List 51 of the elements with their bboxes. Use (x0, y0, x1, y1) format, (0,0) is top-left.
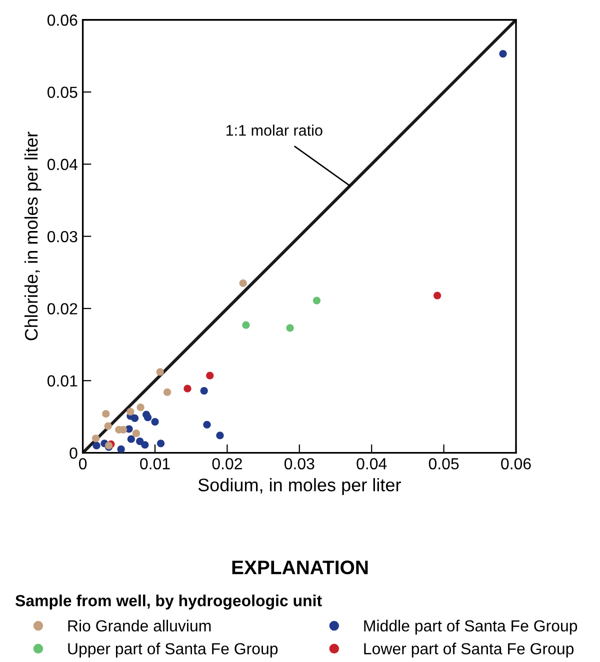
legend-title: EXPLANATION (232, 560, 368, 574)
y-tick-label: 0.06 (47, 14, 78, 26)
point (156, 440, 165, 448)
point (92, 434, 100, 442)
point (136, 404, 144, 412)
y-axis-title: Chloride, in moles per liter (24, 132, 42, 340)
x-tick-label: 0.01 (140, 458, 170, 470)
point (200, 386, 208, 395)
point (206, 372, 214, 380)
point (130, 414, 139, 422)
annotation: 1:1 molar ratio (226, 124, 322, 136)
x-tick-label: 0.06 (501, 458, 531, 470)
legend-label: Lower part of Santa Fe Group (364, 642, 574, 658)
point (184, 384, 192, 392)
x-tick-label: 0.04 (356, 458, 387, 470)
point (104, 422, 112, 430)
y-tick-label: 0.01 (47, 375, 78, 387)
point (156, 368, 164, 376)
point (117, 445, 125, 453)
point (163, 388, 172, 396)
point (136, 437, 144, 446)
y-tick-label: 0.05 (47, 86, 78, 98)
point (151, 418, 159, 426)
text: Sample from well, by hydrogeologic unit (15, 594, 322, 610)
point (144, 414, 152, 422)
point (216, 432, 224, 440)
point (499, 50, 507, 58)
point (286, 324, 294, 332)
point (203, 420, 211, 428)
legend-label: Middle part of Santa Fe Group (364, 620, 578, 635)
point (434, 292, 442, 300)
point (239, 279, 247, 288)
x-tick-label: 0.02 (212, 458, 242, 470)
legend-label: Rio Grande alluvium (68, 620, 211, 632)
point (242, 321, 250, 329)
x-tick-label: 0 (78, 458, 87, 470)
point (312, 296, 321, 304)
y-tick-label: 0.03 (47, 230, 78, 242)
x-tick-label: 0.03 (284, 458, 314, 470)
point (92, 442, 100, 450)
point (126, 408, 134, 416)
point (102, 410, 110, 418)
x-axis-title: Sodium, in moles per liter (198, 478, 401, 495)
legend-label: Upper part of Santa Fe Group (68, 642, 278, 658)
y-tick-label: 0.04 (47, 158, 78, 170)
point (132, 430, 140, 438)
point (141, 441, 149, 449)
y-tick-label: 0 (70, 447, 78, 459)
x-tick-label: 0.05 (428, 458, 459, 470)
y-tick-label: 0.02 (47, 303, 78, 314)
point (127, 435, 135, 443)
